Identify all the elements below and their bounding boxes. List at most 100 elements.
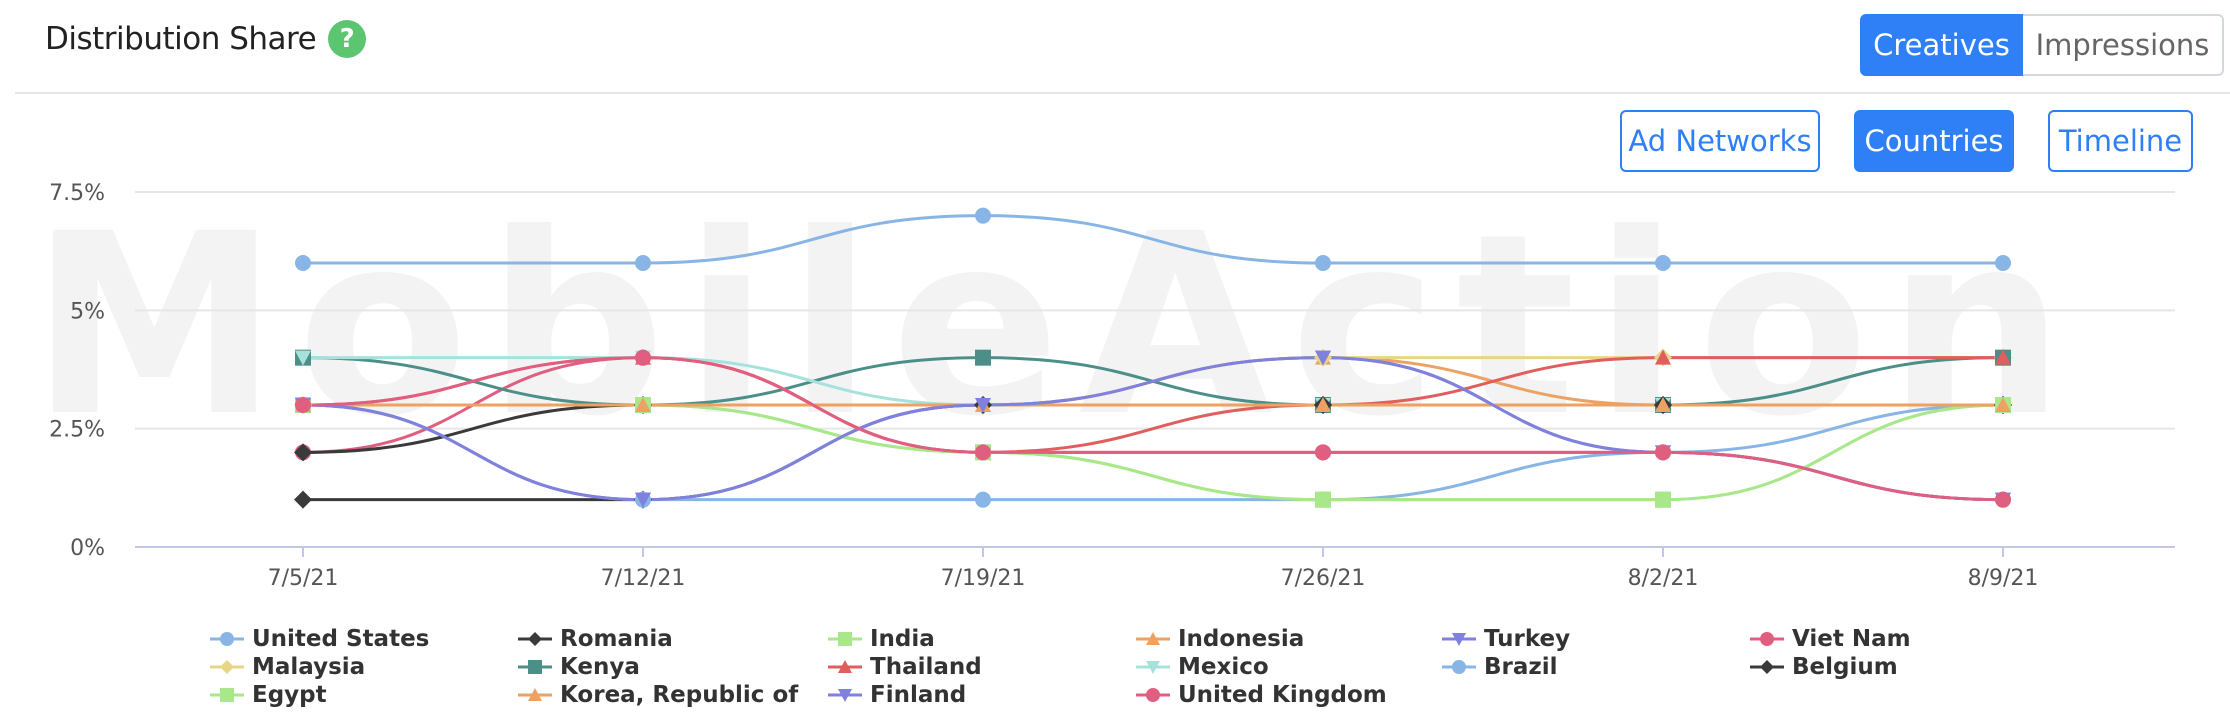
y-tick-label: 7.5% [49,181,105,206]
legend-label: Belgium [1792,654,1898,680]
page-title: Distribution Share [45,21,317,57]
legend-item[interactable]: United States [210,625,429,653]
timeline-button[interactable]: Timeline [2048,110,2193,172]
legend-label: Kenya [560,654,640,680]
data-point [1655,255,1671,271]
legend-item[interactable]: Thailand [828,653,982,681]
legend-label: Turkey [1484,626,1571,652]
help-icon[interactable]: ? [328,20,367,58]
legend-marker-icon [210,688,244,702]
data-point [1995,255,2011,271]
legend-marker-icon [828,632,862,646]
header-divider [15,92,2230,94]
legend-marker-icon [1442,660,1476,674]
data-point [975,444,991,461]
legend-item[interactable]: Korea, Republic of [518,681,798,709]
data-point [294,443,312,462]
data-point [1655,349,1671,365]
data-point [1655,491,1671,508]
data-point [975,207,991,224]
x-tick-label: 7/12/21 [601,566,686,591]
legend-marker-icon [1136,632,1170,645]
legend-label: Romania [560,626,673,652]
legend-marker-icon [1442,633,1476,646]
legend-label: Indonesia [1178,626,1305,652]
metric-toggle: Creatives Impressions [1860,14,2224,76]
legend-marker-icon [518,660,552,674]
series-line [302,356,2004,502]
legend-label: Finland [870,682,967,708]
series-line [302,356,2004,407]
ad-networks-button[interactable]: Ad Networks [1620,110,1820,172]
legend-item[interactable]: Romania [518,625,673,653]
data-point [295,350,311,366]
y-tick-label: 2.5% [49,418,105,443]
data-point [295,397,311,413]
legend-marker-icon [210,660,244,674]
x-tick-label: 7/5/21 [268,566,339,591]
legend-marker-icon [518,688,552,701]
legend-item[interactable]: Finland [828,681,966,709]
legend-marker-icon [828,689,862,702]
legend-label: United Kingdom [1178,682,1387,708]
legend-label: Egypt [252,682,327,708]
x-tick-label: 7/19/21 [941,566,1026,591]
data-point [1995,491,2011,508]
data-point [635,255,651,271]
legend-marker-icon [210,632,244,646]
legend-item[interactable]: Indonesia [1136,625,1304,653]
data-point [1315,444,1331,461]
legend-marker-icon [518,632,552,646]
legend-label: Mexico [1178,654,1269,680]
legend-item[interactable]: Malaysia [210,653,365,681]
data-point [975,349,991,366]
data-point [635,492,651,508]
data-point [1655,397,1671,412]
x-tick-label: 8/9/21 [1968,566,2039,591]
chart-header: Distribution Share ? [45,14,367,64]
legend-marker-icon [1136,661,1170,674]
legend-marker-icon [1750,632,1784,646]
legend-label: Thailand [870,654,982,680]
data-point [1315,255,1331,271]
x-tick-label: 7/26/21 [1281,566,1366,591]
legend-label: Korea, Republic of [560,682,799,708]
data-point [294,490,312,509]
data-point [295,255,311,271]
legend-item[interactable]: India [828,625,935,653]
legend-item[interactable]: Egypt [210,681,327,709]
legend-label: Malaysia [252,654,366,680]
legend-label: Viet Nam [1792,626,1911,652]
legend-marker-icon [1136,688,1170,702]
legend-item[interactable]: Kenya [518,653,640,681]
data-point [635,397,651,412]
legend-item[interactable]: United Kingdom [1136,681,1387,709]
data-point [1315,350,1331,366]
x-tick-label: 8/2/21 [1628,566,1699,591]
legend-item[interactable]: Viet Nam [1750,625,1911,653]
legend-label: United States [252,626,430,652]
legend-item[interactable]: Turkey [1442,625,1570,653]
legend-label: India [870,626,935,652]
data-point [1995,397,2011,412]
data-point [1655,444,1671,461]
impressions-button[interactable]: Impressions [2023,14,2224,76]
countries-button[interactable]: Countries [1854,110,2014,172]
data-point [975,491,991,508]
data-point [975,398,991,413]
y-tick-label: 5% [70,299,105,324]
legend-label: Brazil [1484,654,1558,680]
series-line [303,214,2003,265]
legend-item[interactable]: Belgium [1750,653,1898,681]
data-point [635,349,651,366]
data-point [1995,349,2011,365]
legend-item[interactable]: Brazil [1442,653,1558,681]
legend-item[interactable]: Mexico [1136,653,1269,681]
data-point [1315,397,1331,412]
creatives-button[interactable]: Creatives [1860,14,2023,76]
data-point [1315,491,1331,508]
legend-marker-icon [828,660,862,673]
y-tick-label: 0% [70,536,105,561]
legend-marker-icon [1750,660,1784,674]
